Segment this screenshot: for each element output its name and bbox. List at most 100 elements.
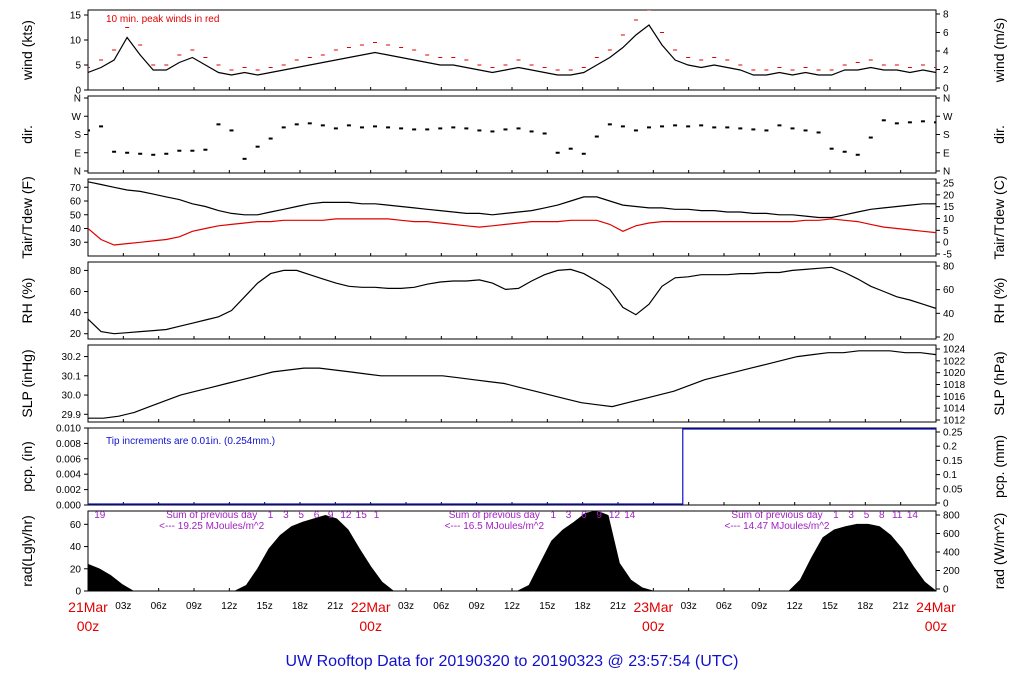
- right-tick-label: 0: [943, 84, 949, 95]
- right-tick-label: 40: [943, 309, 955, 320]
- left-tick-label: S: [74, 130, 81, 141]
- left-tick-label: 0.006: [56, 454, 81, 465]
- day-date-label: 21Mar: [68, 599, 108, 615]
- panel-plot: [88, 119, 936, 160]
- panel-plot: [88, 428, 936, 505]
- series-pressure: [88, 350, 936, 419]
- left-tick-label: 30.0: [62, 391, 82, 402]
- right-axis-label: dir.: [991, 125, 1007, 144]
- right-tick-label: 0: [943, 585, 949, 596]
- panel-wind: 0 5 10 15 0 2 4 6 8 wind (kts) wind (m/s) 10 min. p…: [19, 9, 1007, 97]
- right-tick-label: 1022: [943, 356, 966, 367]
- right-tick-label: 400: [943, 548, 960, 559]
- right-tick-label: 0: [943, 499, 949, 510]
- right-tick-label: 1012: [943, 416, 966, 427]
- left-tick-label: 30: [70, 238, 82, 249]
- radiation-annotations: Sum of previous day <--- 19.25 MJoules/m^…: [94, 510, 918, 532]
- right-tick-label: 20: [943, 333, 955, 344]
- hour-label: 03z: [398, 601, 414, 612]
- right-tick-label: 1016: [943, 392, 966, 403]
- left-tick-label: 0.010: [56, 424, 81, 435]
- left-tick-label: E: [74, 148, 81, 159]
- day-hour-label: 00z: [359, 618, 382, 634]
- hour-label: 12z: [221, 601, 237, 612]
- hour-label: 21z: [610, 601, 626, 612]
- right-tick-label: N: [943, 167, 950, 178]
- hour-mark-label: 9: [328, 510, 334, 521]
- left-tick-label: N: [74, 94, 81, 105]
- day-hour-label: 00z: [925, 618, 948, 634]
- left-tick-label: W: [72, 112, 82, 123]
- right-tick-label: N: [943, 94, 950, 105]
- day-hour-label: 00z: [642, 618, 665, 634]
- hour-mark-label: 1: [268, 510, 274, 521]
- panel-pressure: 29.9 30.0 30.1 30.2 101210141016101810201022…: [19, 344, 1007, 427]
- right-tick-label: 5: [943, 226, 949, 237]
- right-axis-label: SLP (hPa): [991, 351, 1007, 415]
- day-date-label: 24Mar: [916, 599, 956, 615]
- hour-mark-label: 14: [624, 510, 636, 521]
- right-tick-label: S: [943, 130, 950, 141]
- right-tick-label: 25: [943, 179, 955, 190]
- series-radiation: [88, 511, 936, 591]
- right-tick-label: 80: [943, 262, 955, 273]
- right-tick-label: W: [943, 112, 953, 123]
- hour-label: 12z: [787, 601, 803, 612]
- right-tick-label: 10: [943, 214, 955, 225]
- right-tick-label: 0: [943, 238, 949, 249]
- left-tick-label: 0: [75, 86, 81, 97]
- hour-mark-label: 14: [907, 510, 919, 521]
- right-tick-label: 0.05: [943, 484, 963, 495]
- right-axis-label: RH (%): [991, 278, 1007, 324]
- hour-mark-label: 3: [566, 510, 572, 521]
- day-sum-value: <--- 19.25 MJoules/m^2: [159, 521, 264, 532]
- right-tick-label: 20: [943, 190, 955, 201]
- hour-label: 15z: [539, 601, 555, 612]
- hour-mark-label: 12: [609, 510, 621, 521]
- left-tick-label: 40: [70, 224, 82, 235]
- left-tick-label: 0.004: [56, 470, 81, 481]
- left-tick-label: 0.002: [56, 485, 81, 496]
- left-axis-label: pcp. (in): [19, 441, 35, 492]
- panel-frame: [87, 344, 937, 423]
- series-peak-wind: [88, 10, 936, 71]
- left-tick-label: 10: [70, 36, 82, 47]
- panel-precipitation: 0.000 0.002 0.004 0.006 0.008 0.010 0 0.05 0.1 0.…: [19, 424, 1007, 512]
- right-tick-label: 2: [943, 65, 949, 76]
- left-tick-label: 15: [70, 11, 82, 22]
- hour-mark-label: 11: [892, 510, 903, 521]
- day-sum-value: <--- 16.5 MJoules/m^2: [445, 521, 545, 532]
- hour-label: 15z: [822, 601, 838, 612]
- right-tick-label: 0.15: [943, 456, 963, 467]
- hour-label: 09z: [186, 601, 202, 612]
- right-tick-label: 15: [943, 202, 955, 213]
- hour-label: 18z: [857, 601, 873, 612]
- panel-plot: [88, 511, 936, 591]
- hour-label: 21z: [893, 601, 909, 612]
- right-tick-label: 1018: [943, 380, 966, 391]
- precip-annotation: Tip increments are 0.01in. (0.254mm.): [106, 436, 275, 447]
- chart-title: UW Rooftop Data for 20190320 to 20190323…: [286, 653, 739, 670]
- hour-mark-label: 8: [879, 510, 885, 521]
- series-humidity: [88, 266, 936, 335]
- panel-plot: [88, 10, 936, 76]
- hour-mark-label: 3: [283, 510, 289, 521]
- left-tick-label: 5: [75, 61, 81, 72]
- right-tick-label: 6: [943, 28, 949, 39]
- left-tick-label: 60: [70, 287, 82, 298]
- left-tick-label: 0.008: [56, 439, 81, 450]
- panel-plot: [88, 350, 936, 419]
- time-axis: 03z 06z 09z 12z 15z 18z 21z 03z 06z 09z 12z 15z 18z 2…: [68, 599, 956, 634]
- left-tick-label: 0: [75, 587, 81, 598]
- hour-mark-label: 5: [298, 510, 304, 521]
- right-axis-label: Tair/Tdew (C): [991, 175, 1007, 259]
- day-date-label: 22Mar: [351, 599, 391, 615]
- left-tick-label: 30.1: [62, 371, 82, 382]
- right-axis-label: pcp. (mm): [991, 435, 1007, 498]
- day-sum-label: Sum of previous day: [731, 510, 822, 521]
- hour-mark-label: 1: [374, 510, 380, 521]
- right-tick-label: 1024: [943, 345, 966, 356]
